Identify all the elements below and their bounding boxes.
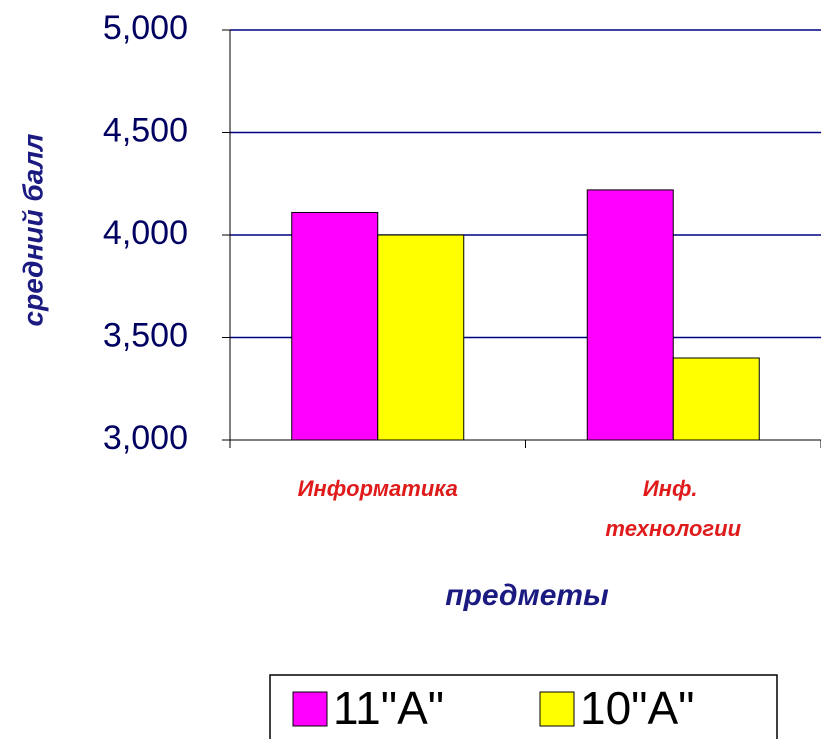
y-tick-label: 3,500 bbox=[103, 316, 188, 354]
legend-label: 11"А" bbox=[333, 682, 444, 734]
x-axis-title: предметы bbox=[445, 579, 609, 612]
legend-swatch bbox=[539, 691, 575, 727]
legend-swatch bbox=[292, 691, 328, 727]
y-tick-label: 4,000 bbox=[103, 214, 188, 252]
legend-box bbox=[269, 674, 778, 739]
legend-label: 10"А" bbox=[580, 682, 695, 734]
x-tick-label: Инф. технологии bbox=[605, 476, 741, 541]
bar bbox=[672, 357, 760, 441]
y-tick-label: 4,500 bbox=[103, 111, 188, 149]
y-tick-label: 3,000 bbox=[103, 419, 188, 457]
y-tick-label: 5,000 bbox=[103, 9, 188, 47]
y-axis-title: средний балл bbox=[17, 134, 48, 327]
x-tick-label: Информатика bbox=[298, 476, 458, 501]
bar bbox=[377, 234, 465, 441]
bar bbox=[586, 189, 674, 441]
bar bbox=[291, 211, 379, 441]
